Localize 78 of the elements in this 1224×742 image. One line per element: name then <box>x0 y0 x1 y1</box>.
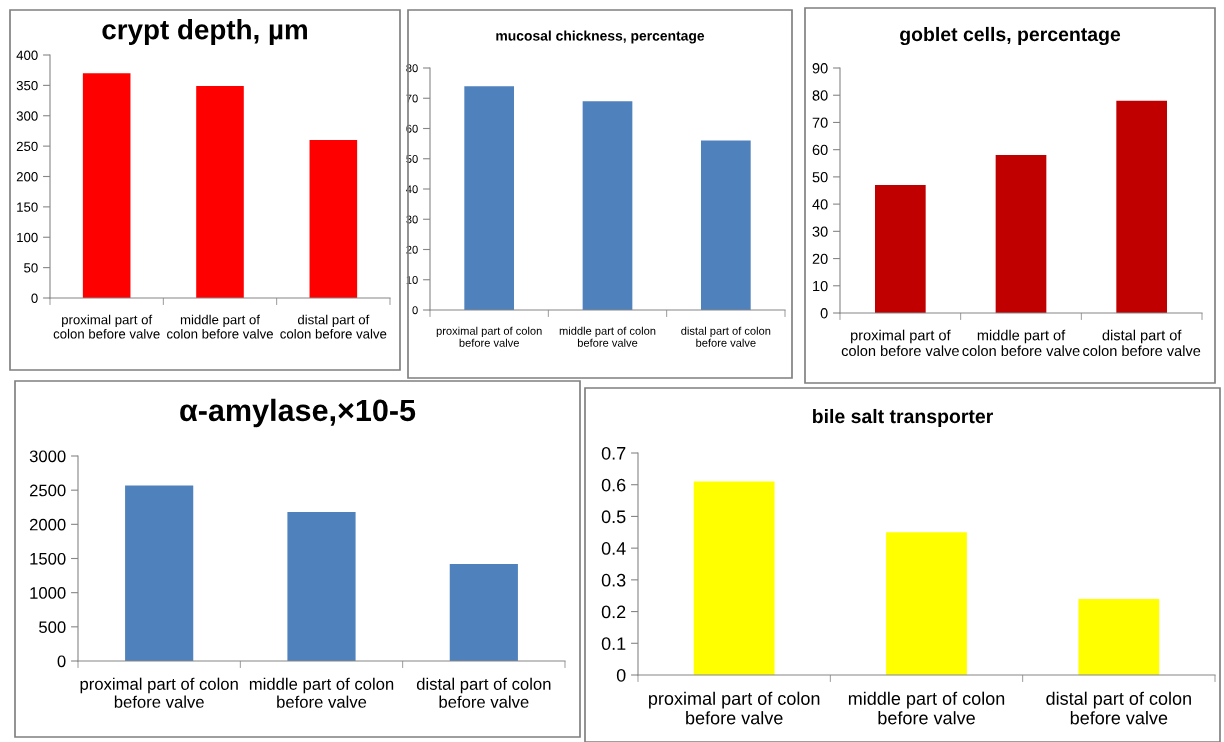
y-tick-label: 20 <box>812 253 828 264</box>
bar <box>995 155 1047 313</box>
y-tick-label: 50 <box>406 155 418 163</box>
x-tick-label: middle part of colon before valve <box>848 691 1005 725</box>
bar <box>125 485 194 661</box>
bar <box>582 101 633 310</box>
y-tick-label: 200 <box>16 172 38 182</box>
y-tick-label: 30 <box>406 215 418 224</box>
x-tick-label: middle part of colon before valve <box>962 329 1080 357</box>
y-tick-label: 80 <box>406 64 418 73</box>
y-tick-label: 500 <box>39 621 66 634</box>
y-tick-label: 1000 <box>30 587 66 599</box>
chart-title: goblet cells, percentage <box>900 26 1121 46</box>
y-tick-label: 0 <box>57 655 66 668</box>
y-tick-label: 30 <box>812 226 828 237</box>
y-tick-label: 90 <box>812 63 828 74</box>
y-tick-label: 40 <box>406 185 418 194</box>
y-tick-label: 0.3 <box>601 573 626 587</box>
bar <box>82 73 131 298</box>
y-tick-label: 70 <box>812 117 828 128</box>
y-tick-label: 50 <box>24 263 38 273</box>
y-tick-label: 20 <box>406 245 418 254</box>
y-tick-label: 0 <box>820 308 828 319</box>
x-tick-label: distal part of colon before valve <box>681 326 771 347</box>
y-tick-label: 250 <box>16 141 38 152</box>
y-tick-label: 300 <box>16 111 38 121</box>
y-tick-label: 60 <box>812 144 828 156</box>
y-tick-label: 2000 <box>29 518 66 531</box>
x-tick-label: distal part of colon before valve <box>1083 329 1201 357</box>
y-tick-label: 40 <box>812 199 828 210</box>
y-tick-label: 400 <box>16 50 38 60</box>
chart-title: α-amylase,×10-5 <box>180 398 416 428</box>
chart-title: bile salt transporter <box>813 408 993 428</box>
chart-title: mucosal chickness, percentage <box>496 30 705 44</box>
y-tick-label: 0.6 <box>601 478 626 492</box>
x-tick-label: distal part of colon before valve <box>280 314 387 339</box>
y-tick-label: 10 <box>813 280 828 292</box>
bar <box>886 532 967 675</box>
y-tick-label: 50 <box>812 171 828 183</box>
y-tick-label: 0 <box>412 306 418 315</box>
x-tick-label: proximal part of colon before valve <box>80 677 238 708</box>
y-tick-label: 0.7 <box>601 446 626 460</box>
y-tick-label: 100 <box>17 232 38 243</box>
x-tick-label: proximal part of colon before valve <box>649 691 820 725</box>
bar <box>287 512 356 661</box>
bar <box>309 140 358 298</box>
y-tick-label: 0.5 <box>601 510 626 524</box>
x-tick-label: middle part of colon before valve <box>249 677 394 708</box>
y-tick-label: 3000 <box>29 450 66 463</box>
x-tick-label: proximal part of colon before valve <box>841 329 959 357</box>
y-tick-label: 0.2 <box>601 605 626 619</box>
chart-title: crypt depth, µm <box>102 19 307 45</box>
y-tick-label: 0.4 <box>601 542 626 555</box>
y-tick-label: 350 <box>16 80 38 91</box>
x-tick-label: proximal part of colon before valve <box>53 314 160 339</box>
y-tick-label: 150 <box>17 202 38 212</box>
bar <box>700 140 751 310</box>
y-tick-label: 60 <box>406 124 418 133</box>
bar <box>196 85 244 298</box>
y-tick-label: 1500 <box>30 552 66 565</box>
bar <box>693 481 775 675</box>
y-tick-label: 0 <box>31 293 38 303</box>
y-tick-label: 2500 <box>29 484 66 497</box>
x-tick-label: distal part of colon before valve <box>416 677 551 708</box>
bar <box>1116 100 1168 313</box>
y-tick-label: 0.1 <box>601 637 626 651</box>
x-tick-label: middle part of colon before valve <box>167 314 273 339</box>
bar <box>464 86 515 310</box>
x-tick-label: proximal part of colon before valve <box>436 326 542 347</box>
x-tick-label: middle part of colon before valve <box>559 326 656 347</box>
y-tick-label: 10 <box>406 276 418 284</box>
y-tick-label: 0 <box>616 668 626 682</box>
bar <box>1078 598 1160 675</box>
bar <box>874 185 926 313</box>
x-tick-label: distal part of colon before valve <box>1046 691 1191 725</box>
y-tick-label: 80 <box>812 90 828 101</box>
y-tick-label: 70 <box>406 94 418 103</box>
bar <box>449 563 518 661</box>
